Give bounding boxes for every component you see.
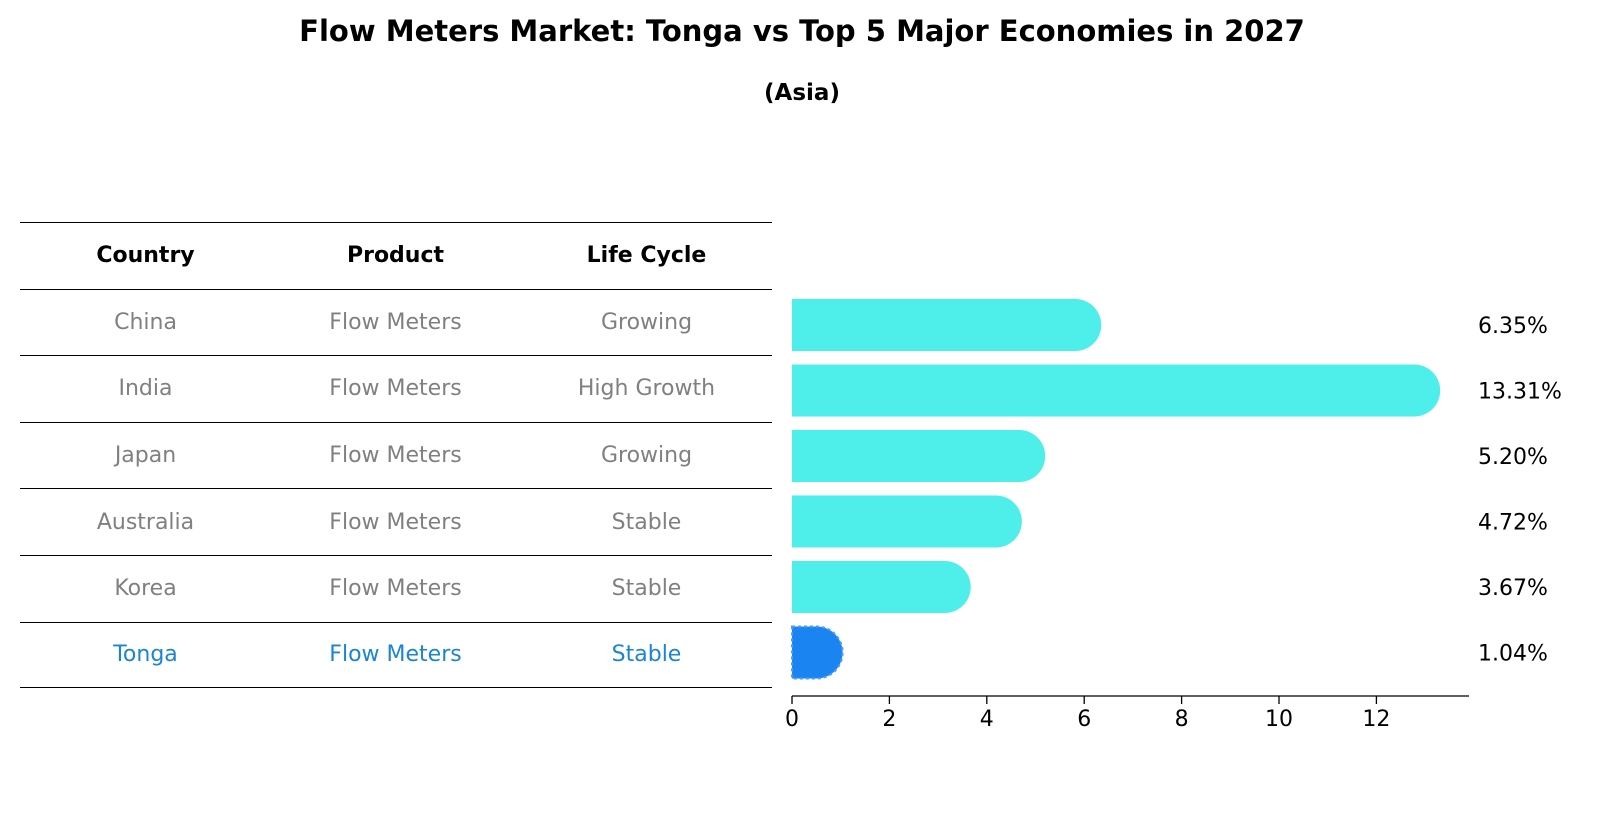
header-life-cycle: Life Cycle <box>586 243 707 269</box>
cell-country: Tonga <box>113 642 178 668</box>
cell-product: Flow Meters <box>329 443 462 469</box>
bar-value-label: 1.04% <box>1478 642 1548 667</box>
bar-value-label: 4.72% <box>1478 511 1548 536</box>
x-tick-label: 10 <box>1265 707 1293 732</box>
bar-value-label: 6.35% <box>1478 314 1548 339</box>
cell-product: Flow Meters <box>329 376 462 402</box>
cell-product: Flow Meters <box>329 642 462 668</box>
x-tick-label: 12 <box>1362 707 1390 732</box>
x-tick-label: 0 <box>785 707 799 732</box>
table-row: India Flow Meters High Growth <box>20 355 772 422</box>
bar-value-label: 13.31% <box>1478 380 1562 405</box>
cell-life-cycle: Stable <box>611 509 682 535</box>
cell-country: India <box>118 376 173 402</box>
chart-title: Flow Meters Market: Tonga vs Top 5 Major… <box>299 14 1305 48</box>
cell-life-cycle: Stable <box>611 642 682 668</box>
header-country: Country <box>96 243 195 269</box>
table-row: China Flow Meters Growing <box>20 288 772 356</box>
table-row: Korea Flow Meters Stable <box>20 554 772 622</box>
x-tick-label: 6 <box>1077 707 1091 732</box>
header-product: Product <box>346 243 445 269</box>
table-row: Australia Flow Meters Stable <box>20 488 772 555</box>
bar-highlight <box>791 625 844 680</box>
cell-country: Australia <box>96 509 195 535</box>
bar <box>792 430 1046 482</box>
table-row: Japan Flow Meters Growing <box>20 421 772 489</box>
bar <box>792 495 1022 548</box>
table-header-row: Country Product Life Cycle <box>20 222 772 289</box>
cell-product: Flow Meters <box>329 509 462 535</box>
cell-life-cycle: Growing <box>600 309 693 335</box>
bar <box>792 364 1441 417</box>
cell-country: China <box>114 309 177 335</box>
bar-value-label: 5.20% <box>1478 445 1548 470</box>
cell-product: Flow Meters <box>329 309 462 335</box>
cell-country: Japan <box>114 443 177 469</box>
cell-country: Korea <box>114 576 177 602</box>
x-tick-label: 2 <box>882 707 896 732</box>
x-tick-label: 8 <box>1175 707 1189 732</box>
bar <box>792 561 971 613</box>
x-tick-label: 4 <box>980 707 994 732</box>
bar-value-label: 3.67% <box>1478 576 1548 601</box>
bar <box>792 299 1102 351</box>
cell-life-cycle: Growing <box>600 443 693 469</box>
table-row-highlight: Tonga Flow Meters Stable <box>20 621 772 689</box>
chart-subtitle: (Asia) <box>764 80 840 106</box>
cell-life-cycle: High Growth <box>577 376 716 402</box>
data-table: Country Product Life Cycle China Flow Me… <box>20 222 772 689</box>
cell-product: Flow Meters <box>329 576 462 602</box>
cell-life-cycle: Stable <box>611 576 682 602</box>
